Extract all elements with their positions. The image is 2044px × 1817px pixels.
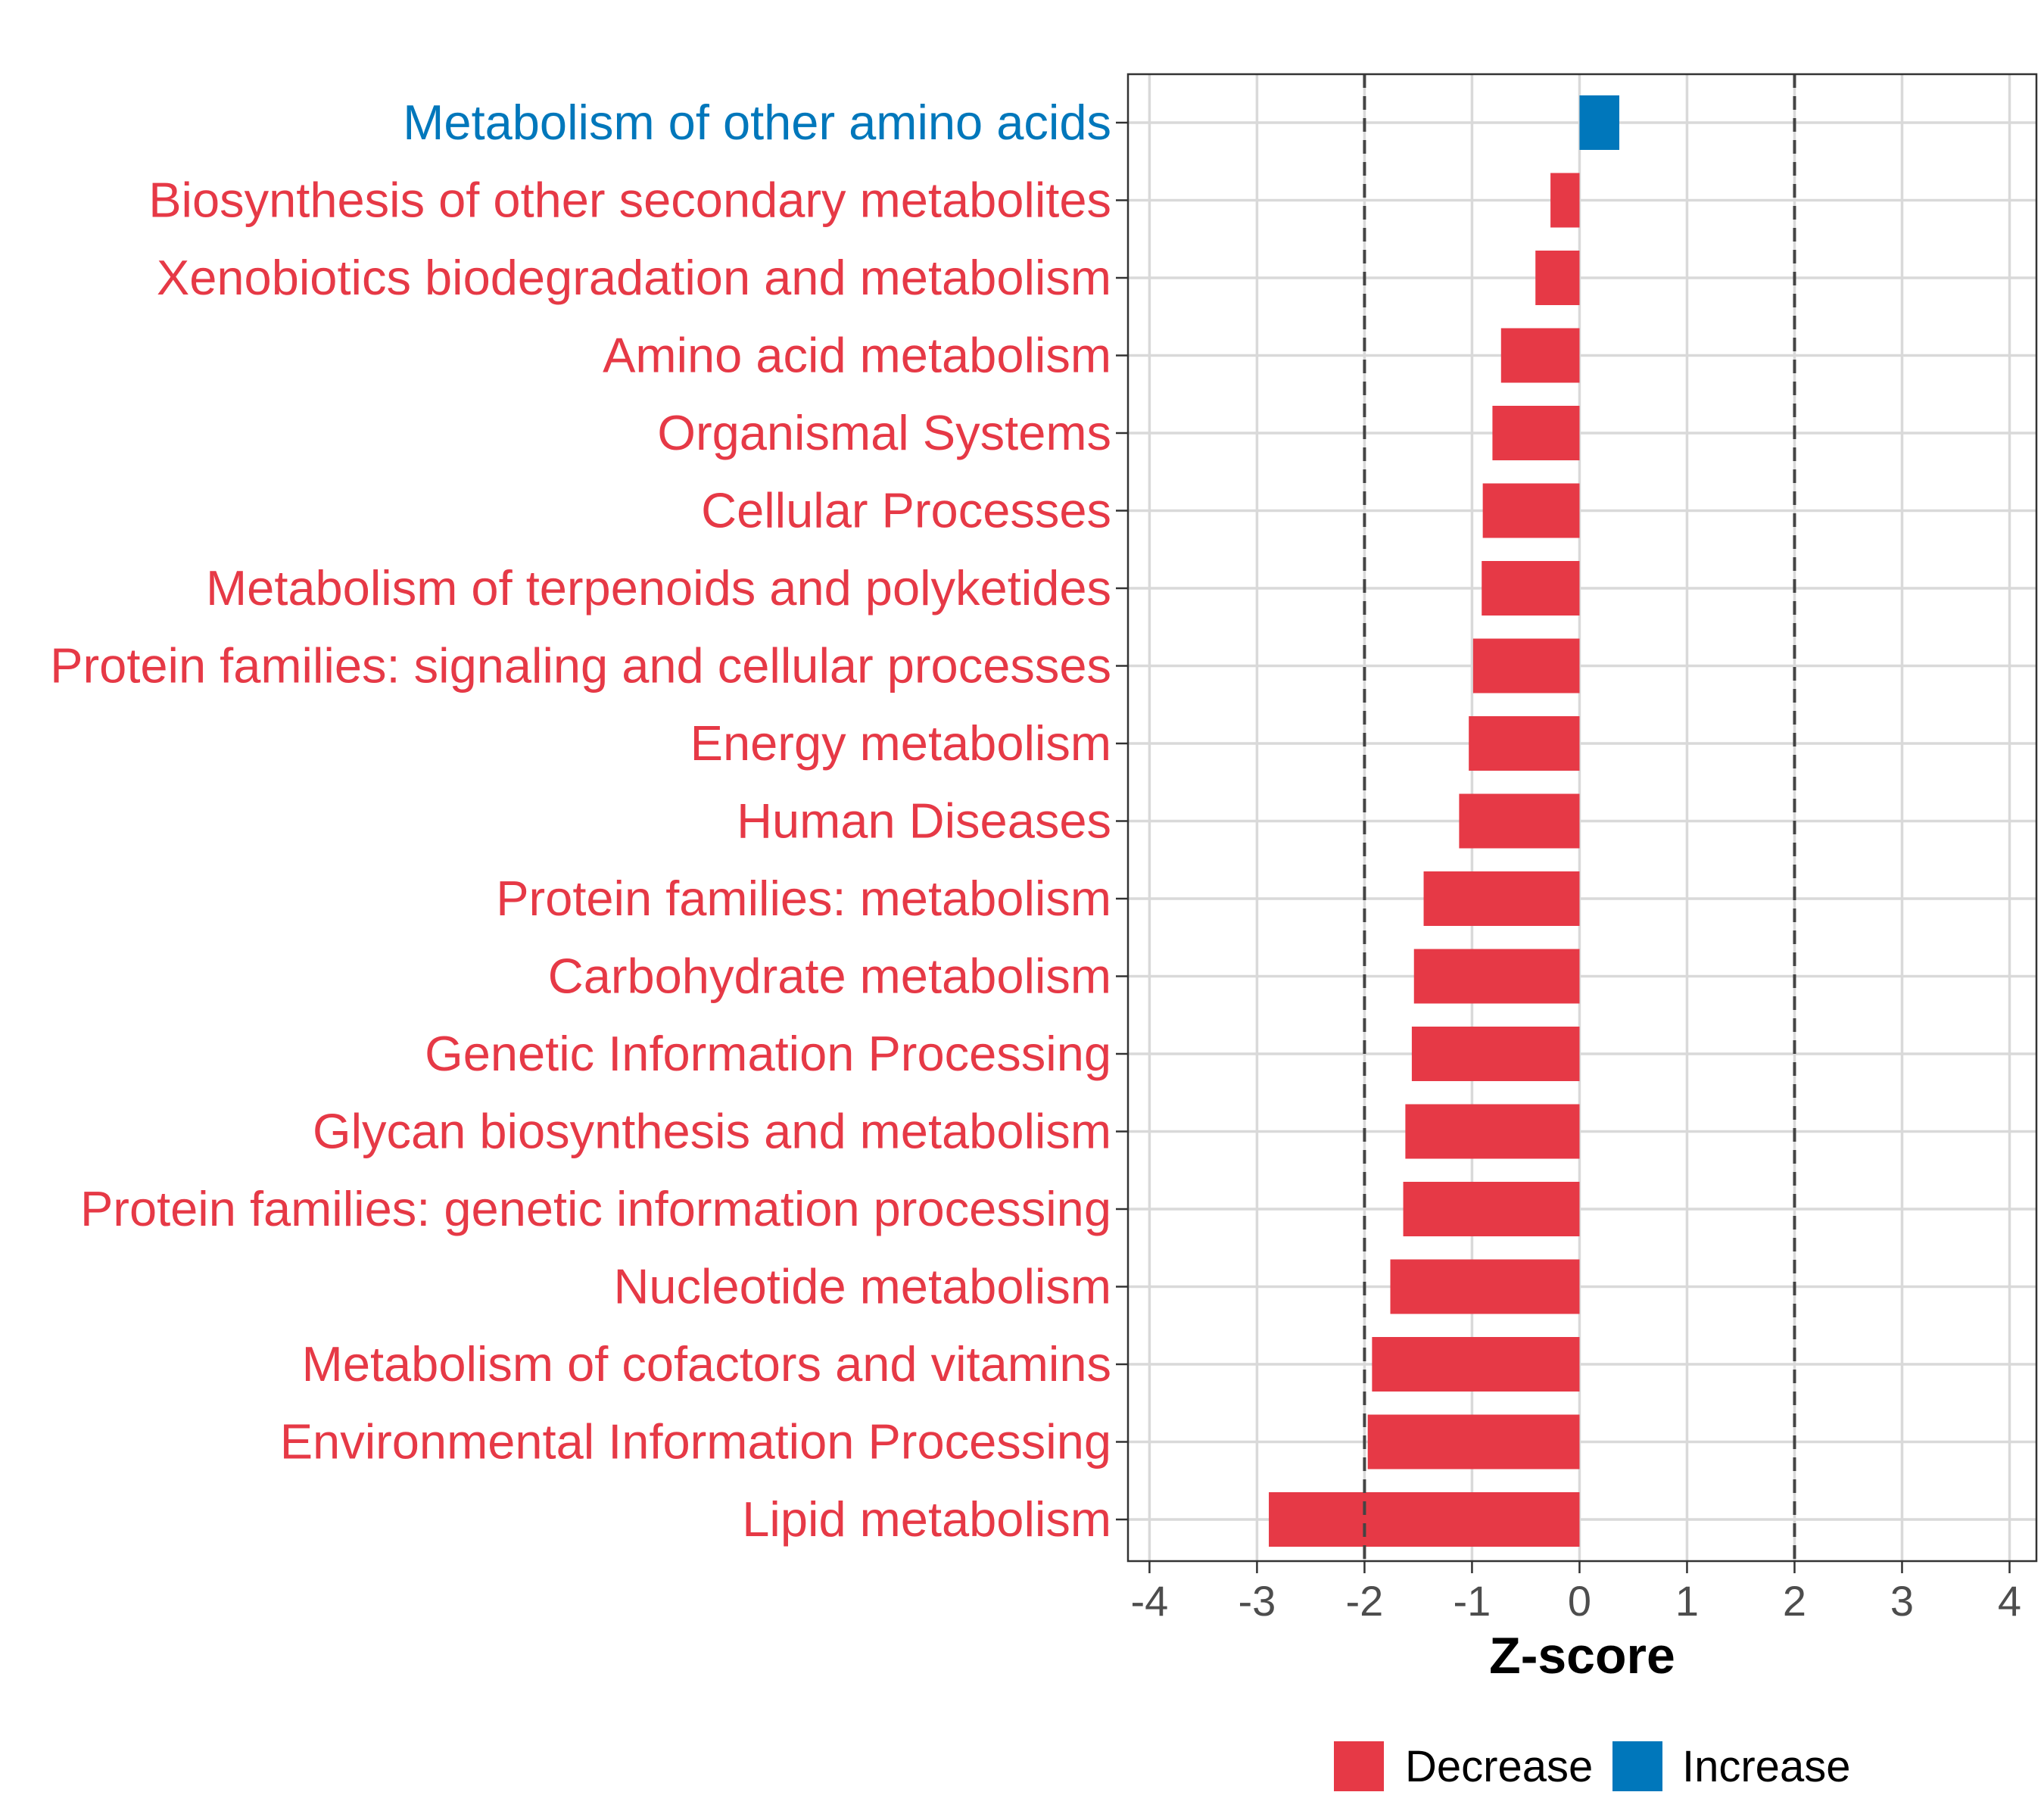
x-tick-label: -1	[1454, 1577, 1491, 1625]
bar-protein-families-signaling-and-cellular-processes	[1472, 638, 1580, 693]
bar-metabolism-of-other-amino-acids	[1579, 95, 1619, 150]
category-label-organismal-systems: Organismal Systems	[657, 405, 1111, 460]
x-tick-label: 4	[1998, 1577, 2021, 1625]
bar-protein-families-metabolism	[1423, 871, 1580, 926]
y-axis-ticks	[1116, 121, 1128, 1521]
y-axis-category-labels: Metabolism of other amino acids Biosynthe…	[50, 95, 1111, 1547]
legend: Decrease Increase	[1334, 1741, 1850, 1791]
bar-energy-metabolism	[1469, 716, 1580, 771]
bar-metabolism-of-terpenoids-and-polyketides	[1482, 561, 1580, 616]
x-tick-label: -3	[1239, 1577, 1276, 1625]
legend-label-decrease: Decrease	[1405, 1742, 1593, 1791]
bar-nucleotide-metabolism	[1390, 1259, 1580, 1314]
x-tick-label: -4	[1131, 1577, 1169, 1625]
bar-genetic-information-processing	[1411, 1027, 1580, 1081]
category-label-genetic-information-processing: Genetic Information Processing	[425, 1026, 1111, 1081]
bars	[1269, 95, 1619, 1547]
category-label-cellular-processes: Cellular Processes	[701, 483, 1111, 538]
bar-lipid-metabolism	[1269, 1492, 1580, 1547]
x-tick-label: -2	[1346, 1577, 1384, 1625]
category-label-protein-families-genetic-information-processing: Protein families: genetic information pr…	[80, 1181, 1111, 1236]
reference-lines	[1363, 74, 1796, 1561]
legend-swatch-increase	[1612, 1741, 1662, 1791]
plot-panel-border	[1126, 73, 2038, 1563]
legend-swatch-decrease	[1334, 1741, 1384, 1791]
x-tick-label: 2	[1783, 1577, 1806, 1625]
bar-carbohydrate-metabolism	[1413, 949, 1580, 1004]
category-label-environmental-information-processing: Environmental Information Processing	[280, 1414, 1111, 1469]
legend-label-increase: Increase	[1682, 1742, 1850, 1791]
bar-organismal-systems	[1492, 406, 1580, 460]
category-label-metabolism-of-cofactors-and-vitamins: Metabolism of cofactors and vitamins	[302, 1336, 1111, 1392]
bar-environmental-information-processing	[1367, 1414, 1580, 1469]
category-label-protein-families-signaling-and-cellular-processes: Protein families: signaling and cellular…	[50, 638, 1111, 693]
x-tick-label: 1	[1675, 1577, 1699, 1625]
x-tick-label: 3	[1890, 1577, 1914, 1625]
category-label-glycan-biosynthesis-and-metabolism: Glycan biosynthesis and metabolism	[313, 1104, 1111, 1159]
category-label-lipid-metabolism: Lipid metabolism	[742, 1491, 1111, 1547]
bar-human-diseases	[1459, 793, 1580, 849]
category-label-xenobiotics-biodegradation-and-metabolism: Xenobiotics biodegradation and metabolis…	[157, 250, 1111, 305]
x-axis-ticks	[1148, 1561, 2011, 1573]
category-label-carbohydrate-metabolism: Carbohydrate metabolism	[548, 949, 1111, 1004]
bar-protein-families-genetic-information-processing	[1403, 1182, 1580, 1236]
horizontal-gridlines	[1128, 121, 2036, 1521]
bar-glycan-biosynthesis-and-metabolism	[1405, 1104, 1580, 1159]
x-tick-label: 0	[1568, 1577, 1591, 1625]
x-axis-tick-labels: -4 -3 -2 -1 0 1 2 3 4	[1131, 1577, 2022, 1625]
category-label-amino-acid-metabolism: Amino acid metabolism	[603, 328, 1111, 383]
category-label-energy-metabolism: Energy metabolism	[690, 715, 1111, 771]
x-axis-title: Z-score	[1489, 1627, 1675, 1685]
category-label-protein-families-metabolism: Protein families: metabolism	[496, 871, 1111, 926]
category-label-metabolism-of-terpenoids-and-polyketides: Metabolism of terpenoids and polyketides	[206, 560, 1111, 616]
bar-cellular-processes	[1482, 483, 1580, 538]
category-label-biosynthesis-of-other-secondary-metabolites: Biosynthesis of other secondary metaboli…	[148, 173, 1111, 228]
bar-amino-acid-metabolism	[1500, 328, 1580, 383]
bar-xenobiotics-biodegradation-and-metabolism	[1535, 251, 1580, 305]
bar-biosynthesis-of-other-secondary-metabolites	[1550, 173, 1580, 228]
plot-panel-background	[1128, 74, 2036, 1561]
category-label-human-diseases: Human Diseases	[737, 793, 1111, 849]
bar-metabolism-of-cofactors-and-vitamins	[1372, 1337, 1580, 1392]
category-label-nucleotide-metabolism: Nucleotide metabolism	[613, 1259, 1111, 1314]
category-label-metabolism-of-other-amino-acids: Metabolism of other amino acids	[403, 95, 1111, 150]
